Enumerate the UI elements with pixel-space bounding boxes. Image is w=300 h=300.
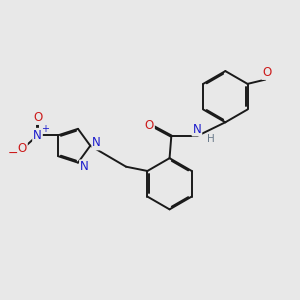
Text: N: N <box>92 136 101 149</box>
Text: O: O <box>33 111 42 124</box>
Text: −: − <box>8 147 18 160</box>
Text: N: N <box>33 129 42 142</box>
Text: O: O <box>262 66 272 79</box>
Text: H: H <box>207 134 215 144</box>
Text: N: N <box>193 122 201 136</box>
Text: O: O <box>18 142 27 154</box>
Text: O: O <box>145 118 154 132</box>
Text: N: N <box>80 160 89 173</box>
Text: +: + <box>41 124 49 134</box>
